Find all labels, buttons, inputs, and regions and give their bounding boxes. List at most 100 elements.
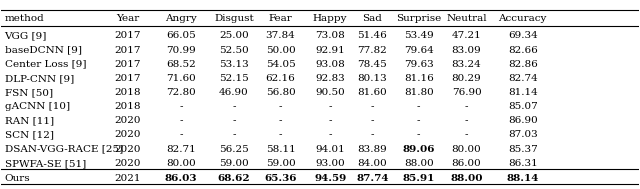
Text: 56.80: 56.80 — [266, 88, 296, 97]
Text: 51.46: 51.46 — [357, 31, 387, 40]
Text: 85.37: 85.37 — [508, 145, 538, 154]
Text: 54.05: 54.05 — [266, 60, 296, 69]
Text: DLP-CNN [9]: DLP-CNN [9] — [4, 74, 74, 83]
Text: 81.14: 81.14 — [508, 88, 538, 97]
Text: Neutral: Neutral — [446, 14, 487, 23]
Text: 50.00: 50.00 — [266, 46, 296, 55]
Text: 85.07: 85.07 — [508, 102, 538, 111]
Text: 81.60: 81.60 — [357, 88, 387, 97]
Text: 73.08: 73.08 — [316, 31, 345, 40]
Text: -: - — [179, 116, 183, 125]
Text: 2017: 2017 — [115, 60, 141, 69]
Text: Fear: Fear — [269, 14, 292, 23]
Text: 87.03: 87.03 — [508, 130, 538, 139]
Text: -: - — [279, 116, 282, 125]
Text: 2020: 2020 — [115, 145, 141, 154]
Text: 93.00: 93.00 — [316, 159, 345, 168]
Text: 52.50: 52.50 — [219, 46, 249, 55]
Text: 69.34: 69.34 — [508, 31, 538, 40]
Text: Angry: Angry — [165, 14, 197, 23]
Text: -: - — [371, 130, 374, 139]
Text: Center Loss [9]: Center Loss [9] — [4, 60, 86, 69]
Text: -: - — [417, 130, 420, 139]
Text: 59.00: 59.00 — [219, 159, 249, 168]
Text: -: - — [279, 130, 282, 139]
Text: 79.64: 79.64 — [404, 46, 434, 55]
Text: 68.52: 68.52 — [166, 60, 196, 69]
Text: 85.91: 85.91 — [403, 174, 435, 183]
Text: 83.24: 83.24 — [452, 60, 481, 69]
Text: 78.45: 78.45 — [357, 60, 387, 69]
Text: 2020: 2020 — [115, 159, 141, 168]
Text: 65.36: 65.36 — [264, 174, 297, 183]
Text: 76.90: 76.90 — [452, 88, 481, 97]
Text: 89.06: 89.06 — [403, 145, 435, 154]
Text: 80.29: 80.29 — [452, 74, 481, 83]
Text: 83.89: 83.89 — [357, 145, 387, 154]
Text: -: - — [179, 130, 183, 139]
Text: -: - — [232, 130, 236, 139]
Text: -: - — [179, 102, 183, 111]
Text: 81.80: 81.80 — [404, 88, 434, 97]
Text: 80.00: 80.00 — [452, 145, 481, 154]
Text: 2021: 2021 — [115, 174, 141, 183]
Text: 82.86: 82.86 — [508, 60, 538, 69]
Text: 2017: 2017 — [115, 46, 141, 55]
Text: -: - — [279, 102, 282, 111]
Text: -: - — [465, 130, 468, 139]
Text: 88.00: 88.00 — [451, 174, 483, 183]
Text: 90.50: 90.50 — [316, 88, 345, 97]
Text: 94.59: 94.59 — [314, 174, 346, 183]
Text: 56.25: 56.25 — [219, 145, 249, 154]
Text: 2017: 2017 — [115, 31, 141, 40]
Text: -: - — [417, 116, 420, 125]
Text: method: method — [4, 14, 44, 23]
Text: baseDCNN [9]: baseDCNN [9] — [4, 46, 81, 55]
Text: 53.13: 53.13 — [219, 60, 249, 69]
Text: 93.08: 93.08 — [316, 60, 345, 69]
Text: -: - — [417, 102, 420, 111]
Text: Ours: Ours — [4, 174, 30, 183]
Text: 77.82: 77.82 — [357, 46, 387, 55]
Text: 47.21: 47.21 — [452, 31, 481, 40]
Text: 71.60: 71.60 — [166, 74, 196, 83]
Text: Disgust: Disgust — [214, 14, 254, 23]
Text: 81.16: 81.16 — [404, 74, 434, 83]
Text: -: - — [371, 102, 374, 111]
Text: SCN [12]: SCN [12] — [4, 130, 54, 139]
Text: Surprise: Surprise — [396, 14, 442, 23]
Text: 53.49: 53.49 — [404, 31, 434, 40]
Text: 79.63: 79.63 — [404, 60, 434, 69]
Text: -: - — [328, 130, 332, 139]
Text: 72.80: 72.80 — [166, 88, 196, 97]
Text: Sad: Sad — [362, 14, 382, 23]
Text: VGG [9]: VGG [9] — [4, 31, 47, 40]
Text: 37.84: 37.84 — [266, 31, 296, 40]
Text: 87.74: 87.74 — [356, 174, 388, 183]
Text: Accuracy: Accuracy — [499, 14, 547, 23]
Text: 88.14: 88.14 — [506, 174, 539, 183]
Text: 70.99: 70.99 — [166, 46, 196, 55]
Text: -: - — [465, 102, 468, 111]
Text: -: - — [371, 116, 374, 125]
Text: 80.00: 80.00 — [166, 159, 196, 168]
Text: gACNN [10]: gACNN [10] — [4, 102, 70, 111]
Text: 46.90: 46.90 — [219, 88, 249, 97]
Text: 94.01: 94.01 — [316, 145, 345, 154]
Text: 52.15: 52.15 — [219, 74, 249, 83]
Text: 68.62: 68.62 — [218, 174, 250, 183]
Text: 2018: 2018 — [115, 102, 141, 111]
Text: Happy: Happy — [313, 14, 348, 23]
Text: 2018: 2018 — [115, 88, 141, 97]
Text: 86.00: 86.00 — [452, 159, 481, 168]
Text: 82.71: 82.71 — [166, 145, 196, 154]
Text: SPWFA-SE [51]: SPWFA-SE [51] — [4, 159, 86, 168]
Text: 2017: 2017 — [115, 74, 141, 83]
Text: 86.03: 86.03 — [165, 174, 197, 183]
Text: 58.11: 58.11 — [266, 145, 296, 154]
Text: 83.09: 83.09 — [452, 46, 481, 55]
Text: DSAN-VGG-RACE [25]: DSAN-VGG-RACE [25] — [4, 145, 123, 154]
Text: 82.66: 82.66 — [508, 46, 538, 55]
Text: 62.16: 62.16 — [266, 74, 296, 83]
Text: RAN [11]: RAN [11] — [4, 116, 54, 125]
